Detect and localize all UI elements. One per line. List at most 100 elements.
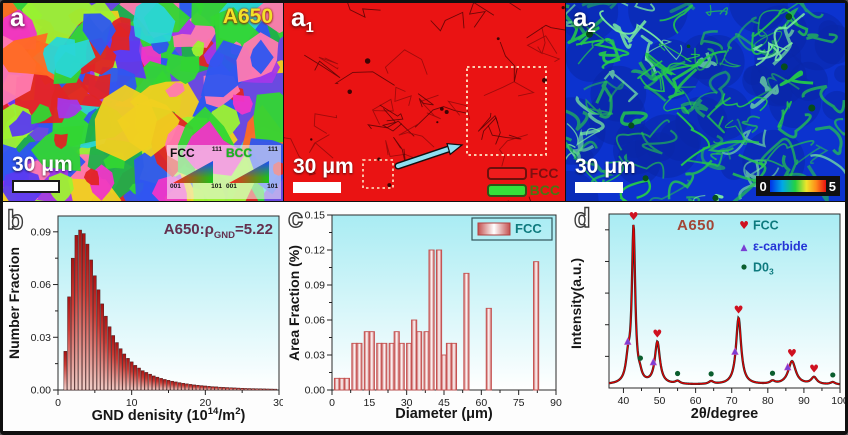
panel-d-xlabel: 2θ/degree [690,406,759,422]
fcc-legend-label: FCC [529,165,559,181]
scalebar-bar [575,182,623,193]
svg-text:0.06: 0.06 [31,279,52,291]
svg-text:0: 0 [55,397,61,409]
panel-b-xlabel: GND denisity (1014/m2) [91,406,246,424]
svg-text:60: 60 [475,397,487,409]
sample-tag: A650 [222,5,273,28]
axis-ticks: 40 50 60 70 80 90 100 [618,388,848,407]
scalebar-bar [293,182,341,193]
gnd-histogram-plot: 0 10 20 30 0.00 0.03 0.06 0.09 [31,215,285,409]
xrd-sample-annotation: A650 [677,217,715,234]
panel-c-ylabel: Area Fraction (%) [286,245,302,361]
epsilon-carbide-marker: ▲ [624,336,631,346]
svg-text:40: 40 [618,395,630,407]
svg-text:♥: ♥ [739,219,749,232]
panel-a1-scalebar: 30 μm [293,155,354,193]
kam-colorbar: 0 5 [755,176,840,196]
svg-text:FCC: FCC [753,219,779,233]
svg-text:ε-carbide: ε-carbide [753,240,808,254]
d03-marker [769,370,776,376]
svg-text:D03: D03 [753,261,774,277]
svg-text:30: 30 [273,397,283,409]
svg-text:0.12: 0.12 [305,245,326,257]
xrd-curve [608,224,840,385]
fcc-marker: ♥ [652,327,662,340]
svg-text:70: 70 [726,395,738,407]
d03-marker [830,372,836,378]
histogram-bars [63,229,278,391]
ipf-key-bcc: BCC 111 001 101 [226,146,278,197]
scalebar-text: 30 μm [293,155,354,178]
gnd-density-annotation: A650:ρGND=5.22 [163,221,273,241]
svg-text:0.09: 0.09 [31,226,52,238]
panel-c-xlabel: Diameter (μm) [395,406,493,422]
bcc-color-swatch [486,183,527,197]
svg-text:15: 15 [363,397,375,409]
legend-item-bcc: BCC [486,182,560,198]
ipf-corner-101: 101 [267,183,278,190]
svg-text:90: 90 [798,395,810,407]
panel-a1-label: a1 [291,3,314,37]
svg-text:0: 0 [329,397,335,409]
roi-box-small [362,159,394,189]
svg-text:80: 80 [762,395,774,407]
area-fraction-bars [333,249,540,391]
epsilon-carbide-marker: ▲ [732,347,739,357]
fcc-legend: FCC [471,217,553,241]
ipf-corner-101: 101 [211,183,222,190]
panel-b-ylabel: Number Fraction [6,247,22,360]
gnd-network-lines [566,3,845,201]
svg-text:10: 10 [126,397,138,409]
colorbar-max-label: 5 [828,178,836,194]
scalebar-bar [12,180,60,193]
roi-box-large [466,66,547,156]
scalebar-text: 30 μm [575,155,636,178]
svg-text:▲: ▲ [741,243,748,253]
panel-a2-label: a2 [573,3,596,37]
panel-b-gnd-histogram: 0 10 20 30 0.00 0.03 0.06 0.09 b Number Fractio… [3,202,285,431]
fcc-color-swatch [486,166,527,180]
grain-size-plot: 0 15 30 45 60 75 90 0.00 0.03 0.06 0.09 0.12 0.15 FCC [305,210,562,410]
fcc-marker: ♥ [809,363,819,376]
ipf-corner-001: 001 [226,183,237,190]
svg-text:100: 100 [831,395,845,407]
panel-a2-kam-map: a2 30 μm 0 5 [566,3,845,201]
legend-item-fcc: FCC [486,165,560,181]
zoom-arrow [395,146,451,169]
svg-text:45: 45 [438,397,450,409]
fcc-marker: ♥ [629,210,639,223]
panel-a2-scalebar: 30 μm [575,155,636,193]
panel-a-label: a [10,3,25,32]
colorbar-gradient [769,180,826,192]
panel-c-grain-size-chart: 0 15 30 45 60 75 90 0.00 0.03 0.06 0.09 0.12 0.15 FCC… [283,202,565,431]
svg-text:0.03: 0.03 [31,332,52,344]
svg-text:FCC: FCC [515,221,542,236]
phase-legend: FCC BCC [486,164,560,198]
xrd-legend: ♥ ▲ FCC ε-carbide D03 [739,219,808,277]
svg-text:20: 20 [199,397,211,409]
panel-d-ylabel: Intensity(a.u.) [568,257,584,349]
fcc-marker: ♥ [734,304,744,317]
ipf-color-key-inset: FCC 111 001 101 BCC 111 [167,145,281,199]
ipf-corner-111: 111 [211,146,222,153]
svg-text:0.00: 0.00 [31,385,52,397]
svg-text:50: 50 [654,395,666,407]
panel-d-xrd-pattern: 40 50 60 70 80 90 100 ♥ ♥ ♥ ♥ ♥ ▲ ▲ ▲ ▲ ♥ ▲ FCC ε-carbide D0… [565,202,848,431]
axis-ticks: 0 15 30 45 60 75 90 0.00 0.03 0.06 0.09 0.12 0.15 [305,210,562,410]
ipf-triangle-fcc [173,161,213,183]
xrd-plot: 40 50 60 70 80 90 100 ♥ ♥ ♥ ♥ ♥ ▲ ▲ ▲ ▲ ♥ ▲ FCC ε-carbide D0… [605,210,848,407]
panel-a1-phase-map: a1 30 μm FCC BCC [284,3,565,201]
ipf-bcc-label: BCC [226,146,252,160]
svg-text:0.03: 0.03 [305,350,326,362]
colorbar-min-label: 0 [759,178,767,194]
ipf-corner-001: 001 [170,183,181,190]
svg-text:90: 90 [550,397,562,409]
epsilon-carbide-marker: ▲ [650,357,657,367]
scalebar-text: 30 μm [12,153,73,176]
ipf-fcc-label: FCC [170,146,195,160]
panel-a-ipf-map: a A650 30 μm FCC 111 001 101 [3,3,283,201]
ipf-triangle-bcc [229,161,269,183]
svg-text:75: 75 [513,397,525,409]
svg-text:60: 60 [690,395,702,407]
